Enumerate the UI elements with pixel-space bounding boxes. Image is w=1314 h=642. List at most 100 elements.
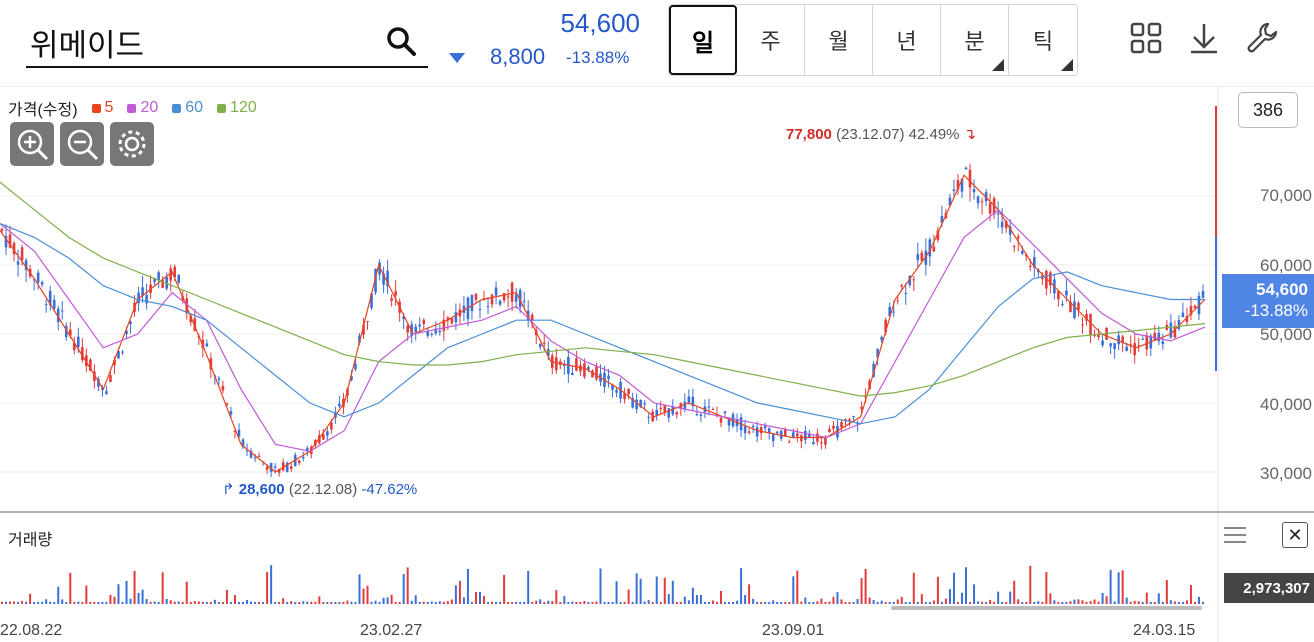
candle-body [860, 406, 863, 410]
candle-body [402, 316, 405, 320]
candle-body [908, 275, 912, 286]
moving-average-lines [0, 174, 1206, 473]
volume-bar [121, 602, 124, 604]
volume-bar [651, 601, 654, 604]
candle-body [771, 434, 775, 442]
candle-body [791, 432, 795, 438]
volume-bar [535, 600, 538, 604]
wrench-icon[interactable] [1244, 20, 1280, 56]
volume-bar [446, 601, 449, 604]
download-icon[interactable] [1186, 20, 1222, 56]
search-icon[interactable] [384, 24, 418, 58]
candle-body [48, 290, 52, 306]
count-badge[interactable]: 386 [1238, 92, 1298, 128]
volume-bar [860, 578, 863, 604]
grid-icon[interactable] [1128, 20, 1164, 56]
volume-bar [374, 600, 377, 604]
zoom-out-icon[interactable] [60, 122, 104, 166]
volume-bar [262, 601, 265, 604]
candle-body [948, 197, 952, 206]
candle-body [659, 407, 663, 409]
ma-line-60 [0, 223, 1205, 425]
volume-bar [314, 601, 317, 604]
candle-body [382, 273, 385, 285]
candle-body [546, 349, 550, 356]
candle-body [671, 407, 675, 415]
volume-bar [1157, 593, 1160, 604]
grid-lines [0, 195, 1218, 473]
candle-body [406, 325, 409, 333]
price-chart[interactable] [0, 86, 1314, 642]
legend-ma120[interactable]: 120 [217, 99, 257, 117]
volume-bar [69, 572, 72, 604]
volume-bar [555, 590, 558, 604]
volume-bar [551, 601, 554, 604]
volume-bar [627, 589, 630, 604]
candle-body [56, 308, 60, 323]
volume-bar [499, 601, 502, 604]
candle-body [1145, 335, 1149, 350]
tab-label: 년 [896, 29, 917, 54]
legend-ma60[interactable]: 60 [172, 99, 203, 117]
candle-body [530, 314, 534, 320]
candle-body [932, 246, 936, 252]
candle-body [1045, 270, 1048, 289]
legend-ma5[interactable]: 5 [91, 99, 113, 117]
candle-body [318, 435, 321, 444]
candle-body [177, 275, 181, 283]
candle-body [611, 384, 614, 390]
stock-search-field[interactable]: 위메이드 [26, 14, 428, 68]
volume-bar [969, 602, 972, 604]
volume-bar [491, 601, 494, 604]
candle-body [800, 435, 803, 442]
volume-bar [748, 584, 751, 604]
tab-tick[interactable]: 틱 [1009, 5, 1077, 75]
candle-body [173, 266, 177, 278]
candle-body [1016, 236, 1020, 239]
close-icon[interactable]: ✕ [1282, 522, 1308, 548]
volume-bar [884, 601, 887, 604]
candle-body [36, 272, 40, 283]
volume-bar [21, 600, 24, 604]
volume-bar [1013, 580, 1016, 604]
candle-body [824, 437, 827, 445]
volume-bar [141, 589, 144, 604]
candle-body [1081, 324, 1084, 326]
volume-bar [478, 591, 481, 604]
gear-icon[interactable] [110, 122, 154, 166]
candle-body [1077, 303, 1080, 310]
volume-bar [185, 581, 188, 604]
volume-bar [973, 584, 976, 604]
volume-bar [382, 597, 385, 604]
menu-icon[interactable] [1222, 522, 1248, 548]
volume-bar [772, 600, 775, 604]
volume-bar [442, 601, 445, 604]
legend-ma20[interactable]: 20 [127, 99, 158, 117]
tab-year[interactable]: 년 [873, 5, 941, 75]
candle-body [595, 366, 598, 380]
candle-body [631, 397, 634, 408]
volume-bar [719, 590, 722, 604]
volume-bar [406, 567, 409, 604]
volume-bar [362, 588, 365, 604]
candle-body [1161, 341, 1165, 345]
candle-body [783, 429, 787, 436]
tab-week[interactable]: 주 [737, 5, 805, 75]
volume-bar [390, 594, 393, 604]
volume-bar [1077, 599, 1080, 604]
volume-bar [250, 601, 253, 604]
tab-month[interactable]: 월 [805, 5, 873, 75]
candle-body [374, 268, 377, 293]
volume-bar [354, 602, 357, 604]
candle-body [820, 442, 823, 444]
volume-bar [454, 585, 457, 604]
tab-day[interactable]: 일 [669, 5, 737, 75]
price-change-percent: -13.88% [566, 48, 630, 67]
volume-bar [1133, 600, 1136, 604]
candle-body [338, 403, 341, 407]
tab-minute[interactable]: 분 [941, 5, 1009, 75]
candle-body [988, 203, 992, 214]
candle-body [1057, 290, 1060, 300]
zoom-in-icon[interactable] [10, 122, 54, 166]
candle-body [964, 167, 968, 170]
